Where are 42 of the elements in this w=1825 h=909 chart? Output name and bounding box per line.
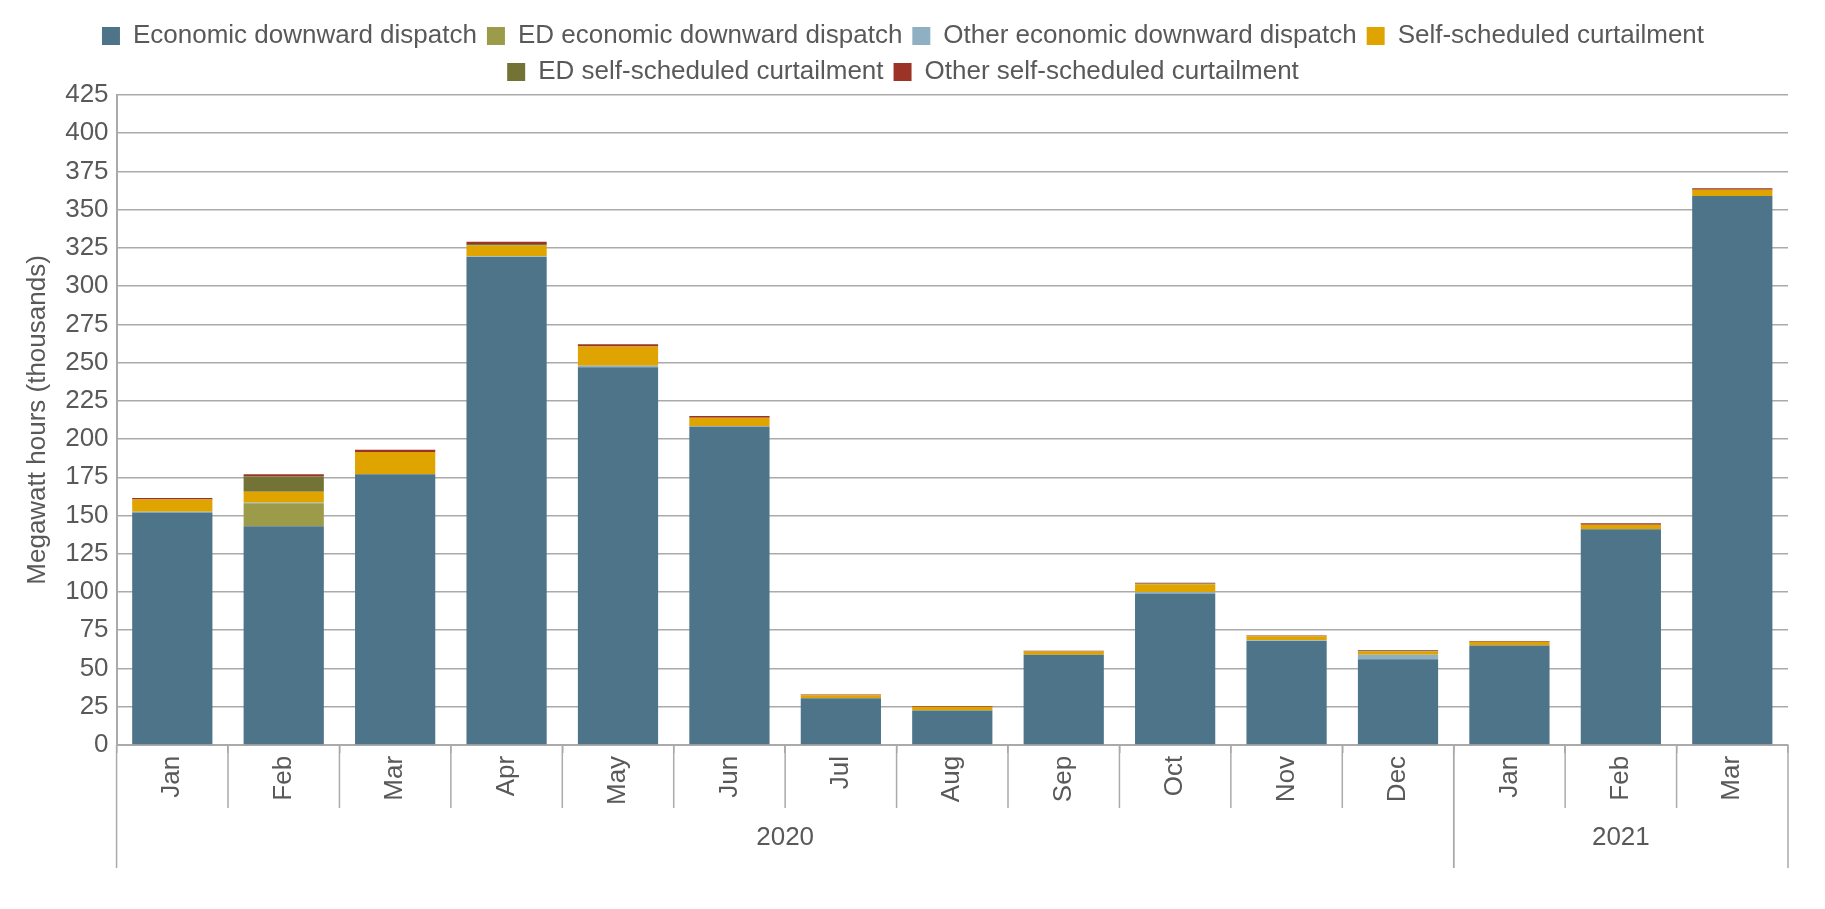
y-tick-label: 300 [65,269,109,300]
y-tick-label: 50 [79,651,109,682]
x-tick-label: Sep [1046,755,1077,803]
y-tick-label: 125 [65,536,109,567]
y-tick-label: 225 [65,384,109,414]
x-tick-label: Jul [824,755,855,790]
y-tick-label: 175 [65,460,109,491]
y-tick-label: 150 [65,498,109,529]
y-tick-label: 75 [79,613,109,644]
x-tick-label: Jun [712,755,743,798]
x-tick-label: Apr [489,755,520,797]
x-tick-label: Feb [266,755,297,801]
legend-label: Other economic downward dispatch [943,19,1357,50]
y-tick-label: 25 [79,689,109,720]
legend-label: Economic downward dispatch [132,19,477,50]
legend-label: ED self-scheduled curtailment [538,55,885,86]
y-tick-label: 350 [65,192,109,223]
y-tick-label: 400 [65,116,109,147]
x-tick-label: Mar [1715,755,1746,801]
x-tick-label: Nov [1269,755,1300,803]
y-tick-label: 200 [65,422,109,453]
y-tick-label: 0 [94,728,109,759]
x-tick-label: Oct [1158,755,1189,797]
y-axis-title: Megawatt hours (thousands) [20,255,51,585]
x-tick-label: Dec [1381,755,1412,803]
y-tick-label: 100 [65,575,109,606]
y-tick-label: 250 [65,345,109,376]
text: 2021 [1591,821,1650,852]
y-tick-label: 325 [65,231,109,262]
x-tick-label: May [601,755,632,806]
legend-label: Other self-scheduled curtailment [924,55,1300,86]
x-tick-label: Feb [1604,755,1635,801]
x-tick-label: Jan [155,755,186,798]
legend-label: Self-scheduled curtailment [1397,19,1705,50]
x-tick-label: Aug [935,755,966,803]
y-tick-label: 425 [65,78,109,109]
y-tick-label: 275 [65,307,109,338]
legend-label: ED economic downward dispatch [517,19,903,50]
x-tick-label: Mar [378,755,409,801]
x-tick-label: Jan [1492,755,1523,798]
text: 2020 [756,821,815,852]
y-tick-label: 375 [65,154,109,185]
